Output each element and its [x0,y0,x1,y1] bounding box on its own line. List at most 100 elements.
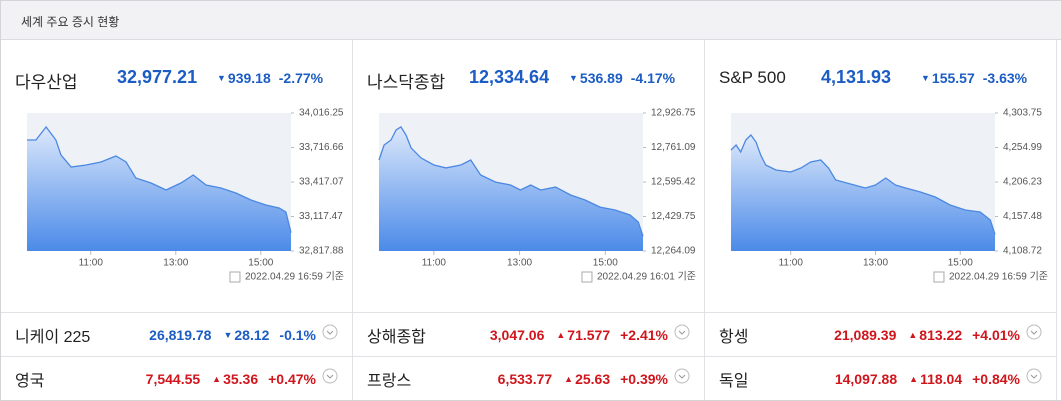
chart: 4,303.75 4,254.99 4,206.23 4,157.48 4,108.72… [730,108,1048,283]
change-pct: -0.1% [279,326,316,343]
change: ▼ 155.57 [921,70,975,86]
y-tick-label: 12,595.42 [651,177,696,188]
expand-button[interactable] [674,324,690,345]
expand-icon[interactable] [674,324,690,340]
y-tick-label: 33,117.47 [299,211,343,222]
change-value: 25.63 [575,370,611,387]
expand-button[interactable] [322,368,338,389]
change: ▲ 71.577 [556,327,610,343]
y-tick-label: 4,303.75 [1003,108,1042,119]
index-name: S&P 500 [719,68,786,87]
change-pct: +2.41% [620,326,668,343]
change-pct: -4.17% [630,70,676,86]
index-value: 4,131.93 [821,67,892,87]
calendar-icon [933,271,945,283]
index-panel: 나스닥종합 12,334.64 ▼ 536.89 -4.17% 12,926.75 12,7… [353,40,705,312]
index-value: 14,097.88 [834,370,898,387]
y-tick-label: 12,761.09 [651,142,696,153]
x-tick-label: 15:00 [248,258,273,269]
x-tick-label: 13:00 [863,258,888,269]
expand-button[interactable] [1026,368,1042,389]
change: ▼ 536.89 [569,70,623,86]
change-pct: -3.63% [982,70,1028,86]
calendar-icon [229,271,241,283]
x-tick-label: 13:00 [163,258,188,269]
expand-icon[interactable] [1026,368,1042,384]
arrow-up: ▲ [564,373,574,384]
index-name: 독일 [719,372,749,390]
index-name: 항셍 [719,328,749,346]
area [27,127,291,251]
index-row: 니케이 225 26,819.78 ▼ 28.12 -0.1% [1,312,353,356]
index-panel: 다우산업 32,977.21 ▼ 939.18 -2.77% 34,016.25 33,71… [1,40,353,312]
timestamp: 2022.04.29 16:59 기준 [245,271,344,283]
index-change: ▼ 939.18 -2.77% [217,70,323,86]
arrow-down: ▼ [217,73,226,83]
change-value: 71.577 [567,326,611,343]
expand-icon[interactable] [1026,324,1042,340]
change-value: 28.12 [234,326,270,343]
y-tick-label: 4,108.72 [1003,246,1042,257]
index-name: 상해종합 [367,328,426,346]
x-tick-label: 11:00 [779,258,804,269]
y-tick-label: 12,429.75 [651,211,696,222]
index-row: 영국 7,544.55 ▲ 35.36 +0.47% [1,356,353,400]
header-title: 세계 주요 증시 현황 [21,15,120,29]
area [379,126,643,251]
x-tick-label: 15:00 [948,258,973,269]
x-tick-label: 13:00 [507,258,532,269]
timestamp: 2022.04.29 16:01 기준 [597,271,696,283]
change: ▼ 28.12 [223,327,269,343]
expand-icon[interactable] [322,368,338,384]
arrow-up: ▲ [908,329,918,340]
change: ▼ 939.18 [217,70,271,86]
y-tick-label: 4,254.99 [1003,142,1042,153]
index-row: 독일 14,097.88 ▲ 118.04 +0.84% [705,356,1057,400]
index-change: ▼ 536.89 -4.17% [569,70,675,86]
y-tick-label: 34,016.25 [299,108,344,119]
line [378,125,644,237]
change: ▲ 35.36 [212,371,258,387]
expand-button[interactable] [1026,324,1042,345]
y-tick-label: 32,817.88 [299,246,344,257]
expand-button[interactable] [322,324,338,345]
y-tick-label: 12,264.09 [651,246,696,257]
index-name: 영국 [15,372,45,390]
arrow-up: ▲ [212,373,222,384]
index-name: 니케이 225 [15,328,91,346]
area [731,135,995,251]
index-row: 항셍 21,089.39 ▲ 813.22 +4.01% [705,312,1057,356]
change-value: 536.89 [579,70,623,86]
change: ▲ 118.04 [909,371,962,387]
arrow-down: ▼ [223,329,233,340]
index-value: 26,819.78 [149,326,212,343]
change-value: 118.04 [920,370,963,387]
expand-button[interactable] [674,368,690,389]
y-tick-label: 33,716.66 [299,142,344,153]
index-value: 21,089.39 [834,326,897,343]
arrow-down: ▼ [569,73,578,83]
arrow-up: ▲ [909,373,919,384]
index-value: 6,533.77 [497,370,553,387]
calendar-icon [581,271,593,283]
change: ▲ 25.63 [564,371,610,387]
y-tick-label: 33,417.07 [299,177,344,188]
change-pct: +0.39% [620,370,668,387]
change-pct: +0.47% [268,370,316,387]
change-value: 155.57 [931,70,975,86]
expand-icon[interactable] [322,324,338,340]
index-name: 나스닥종합 [367,73,446,92]
header: 세계 주요 증시 현황 [1,1,1061,40]
y-tick-label: 4,206.23 [1003,177,1042,188]
change-pct: +0.84% [972,370,1020,387]
line [730,134,996,235]
index-change: ▼ 155.57 -3.63% [921,70,1027,86]
x-tick-label: 15:00 [593,258,618,269]
change-pct: -2.77% [278,70,324,86]
index-value: 3,047.06 [489,326,545,343]
arrow-down: ▼ [921,73,930,83]
x-tick-label: 11:00 [79,258,104,269]
expand-icon[interactable] [674,368,690,384]
index-name: 다우산업 [15,73,78,92]
